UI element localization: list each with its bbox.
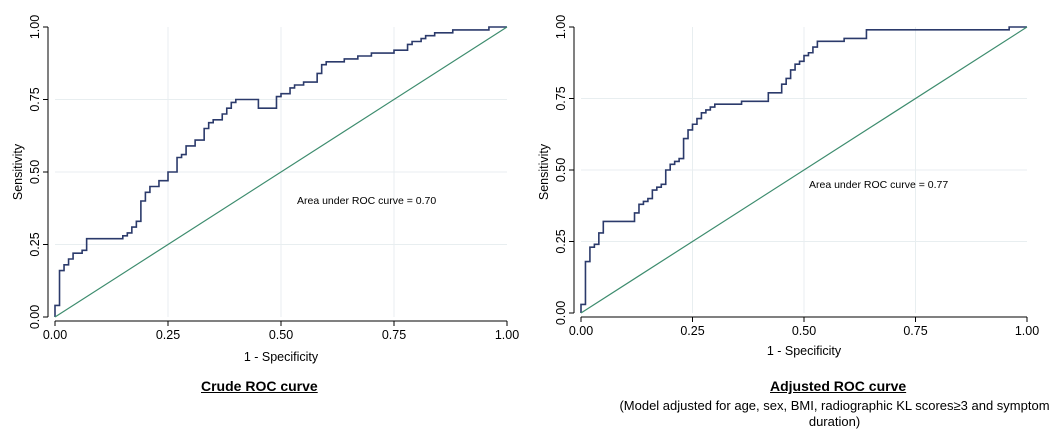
x-tick-label: 0.00 [43, 328, 67, 342]
y-tick-labels: 0.00 0.25 0.50 0.75 1.00 [554, 15, 568, 325]
y-axis-label: Sensitivity [11, 143, 25, 200]
roc-curve-line [580, 26, 1027, 313]
x-axis-label: 1 - Specificity [244, 350, 319, 364]
x-tick-label: 0.50 [792, 324, 816, 338]
y-tick-label: 0.00 [554, 301, 568, 325]
adjusted-roc-chart: 0.00 0.25 0.50 0.75 1.00 0.00 0.25 0.50 0.75 1.0… [537, 15, 1039, 358]
x-axis-label: 1 - Specificity [767, 344, 842, 358]
y-tick-label: 0.25 [554, 229, 568, 253]
reference-diagonal-line [54, 26, 508, 318]
x-tick-label: 1.00 [495, 328, 519, 342]
auc-annotation: Area under ROC curve = 0.70 [297, 195, 436, 207]
series-group [54, 26, 508, 318]
y-tick-label: 0.75 [28, 87, 42, 111]
x-tick-label: 0.75 [382, 328, 406, 342]
adjusted-roc-subcaption: (Model adjusted for age, sex, BMI, radio… [619, 398, 1050, 429]
reference-diagonal-line [580, 26, 1028, 314]
crude-roc-chart: 0.00 0.25 0.50 0.75 1.00 0.00 0.25 0.50 0.75 1.0… [11, 15, 519, 364]
x-tick-labels: 0.00 0.25 0.50 0.75 1.00 [43, 328, 519, 342]
x-tick-label: 0.75 [903, 324, 927, 338]
roc-curve-line [54, 26, 507, 317]
adjusted-roc-caption: Adjusted ROC curve [770, 378, 907, 394]
y-tick-label: 1.00 [28, 15, 42, 39]
x-tick-label: 0.25 [156, 328, 180, 342]
axes [569, 26, 1028, 322]
y-tick-label: 0.00 [28, 305, 42, 329]
x-tick-labels: 0.00 0.25 0.50 0.75 1.00 [569, 324, 1039, 338]
crude-roc-caption: Crude ROC curve [201, 378, 318, 394]
y-tick-label: 0.75 [554, 86, 568, 110]
y-tick-label: 1.00 [554, 15, 568, 39]
y-axis-label: Sensitivity [537, 143, 551, 200]
y-tick-label: 0.50 [554, 158, 568, 182]
x-tick-label: 0.25 [680, 324, 704, 338]
axes [43, 26, 508, 326]
series-group [580, 26, 1028, 314]
x-tick-label: 0.50 [269, 328, 293, 342]
auc-annotation: Area under ROC curve = 0.77 [809, 179, 948, 191]
x-tick-label: 1.00 [1015, 324, 1039, 338]
x-tick-label: 0.00 [569, 324, 593, 338]
y-tick-labels: 0.00 0.25 0.50 0.75 1.00 [28, 15, 42, 329]
y-tick-label: 0.25 [28, 232, 42, 256]
y-tick-label: 0.50 [28, 160, 42, 184]
